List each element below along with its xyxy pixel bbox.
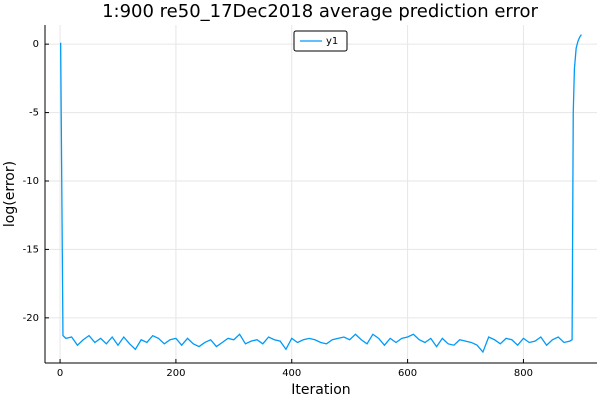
x-tick-label: 400 (282, 368, 301, 379)
y-tick-label: -5 (29, 108, 39, 119)
y-tick-label: -20 (23, 313, 39, 324)
data-line (59, 34, 582, 354)
legend: y1 (293, 30, 348, 52)
x-tick-label: 200 (166, 368, 185, 379)
y-tick-label: 0 (33, 39, 39, 50)
y-axis-label: log(error) (2, 161, 18, 227)
x-tick-label: 0 (57, 368, 63, 379)
x-tick-label: 800 (514, 368, 533, 379)
y-tick-label: -15 (23, 244, 39, 255)
x-axis-label: Iteration (291, 382, 350, 398)
y-tick-label: -10 (23, 176, 39, 187)
legend-label: y1 (326, 36, 338, 47)
chart-title: 1:900 re50_17Dec2018 average prediction … (102, 1, 538, 22)
x-tick-label: 600 (398, 368, 417, 379)
